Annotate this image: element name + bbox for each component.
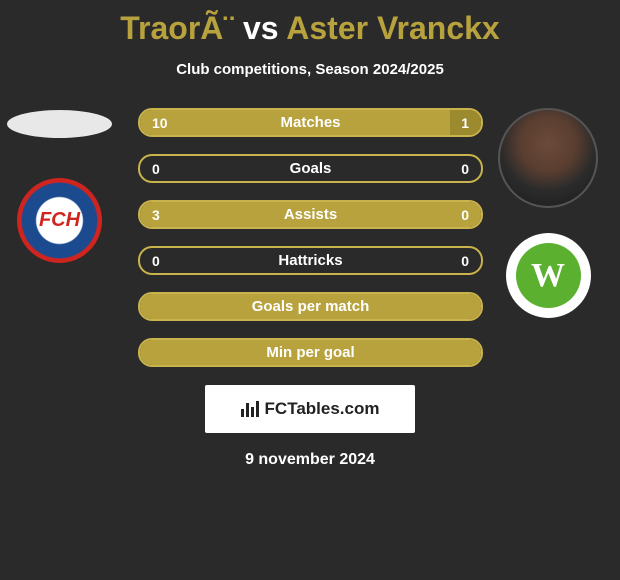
stat-row: 0 0 Goals bbox=[138, 154, 483, 183]
stat-row: 10 1 Matches bbox=[138, 108, 483, 137]
stat-row: Goals per match bbox=[138, 292, 483, 321]
stat-row: Min per goal bbox=[138, 338, 483, 367]
stat-value-right: 0 bbox=[461, 161, 469, 177]
stat-value-right: 0 bbox=[461, 253, 469, 269]
stat-label: Matches bbox=[280, 114, 340, 131]
stat-value-left: 0 bbox=[152, 161, 160, 177]
club1-text: FCH bbox=[39, 209, 80, 232]
stat-value-right: 1 bbox=[461, 115, 469, 131]
player2-club-logo bbox=[506, 233, 591, 318]
brand-bars-icon bbox=[241, 401, 259, 417]
stats-list: 10 1 Matches 0 0 Goals 3 0 Assists 0 0 Hattricks Goa… bbox=[138, 108, 483, 367]
comparison-title: TraorÃ¨ vs Aster Vranckx bbox=[0, 0, 620, 47]
stat-value-left: 10 bbox=[152, 115, 168, 131]
stat-label: Hattricks bbox=[278, 252, 342, 269]
vs-text: vs bbox=[243, 10, 279, 46]
player2-name: Aster Vranckx bbox=[286, 10, 499, 46]
stat-row: 0 0 Hattricks bbox=[138, 246, 483, 275]
footer-brand: FCTables.com bbox=[205, 385, 415, 433]
brand-text: FCTables.com bbox=[265, 399, 380, 419]
stat-value-left: 3 bbox=[152, 207, 160, 223]
stat-row: 3 0 Assists bbox=[138, 200, 483, 229]
player1-club-logo: FCH bbox=[17, 178, 102, 263]
player1-avatar bbox=[7, 110, 112, 138]
stat-value-left: 0 bbox=[152, 253, 160, 269]
stat-label: Goals per match bbox=[252, 298, 370, 315]
date-text: 9 november 2024 bbox=[0, 451, 620, 469]
stat-label: Goals bbox=[290, 160, 332, 177]
left-player-column: FCH bbox=[7, 108, 112, 263]
subtitle: Club competitions, Season 2024/2025 bbox=[0, 61, 620, 78]
stat-label: Assists bbox=[284, 206, 337, 223]
player1-name: TraorÃ¨ bbox=[120, 10, 234, 46]
content-area: FCH 10 1 Matches 0 0 Goals 3 0 Assists 0 0 Hattrick… bbox=[0, 108, 620, 367]
right-player-column bbox=[498, 108, 598, 318]
stat-label: Min per goal bbox=[266, 344, 354, 361]
player2-avatar bbox=[498, 108, 598, 208]
stat-value-right: 0 bbox=[461, 207, 469, 223]
